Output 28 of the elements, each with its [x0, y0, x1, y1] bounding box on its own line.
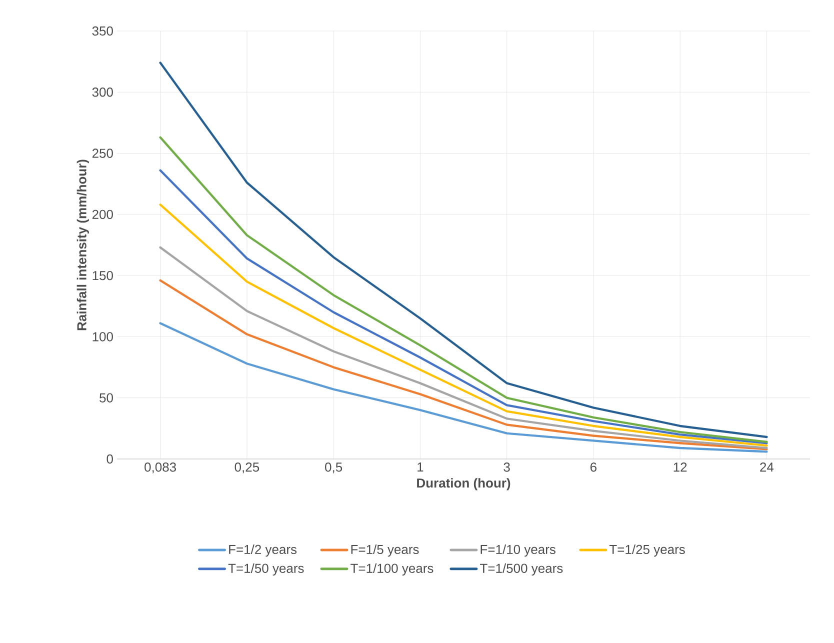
x-tick-label: 0,5	[325, 462, 342, 474]
line-series	[159, 279, 768, 450]
legend-label: F=1/5 years	[351, 544, 419, 557]
y-tick-label: 150	[92, 270, 113, 280]
legend-label: F=1/10 years	[480, 544, 556, 557]
legend-label: T=1/100 years	[350, 563, 434, 576]
x-tick-label: 12	[674, 462, 687, 472]
x-tick-label: 24	[760, 462, 774, 472]
y-tick-label: 100	[92, 332, 113, 342]
y-tick-label: 350	[92, 26, 113, 36]
y-tick-label: 200	[92, 210, 113, 220]
line-series	[159, 246, 768, 450]
legend-label: T=1/25 years	[609, 544, 685, 557]
x-tick-label: 6	[590, 462, 596, 472]
x-tick-label: 3	[504, 462, 510, 472]
x-tick-label: 1	[418, 462, 424, 472]
line-series	[159, 62, 768, 438]
y-axis-title: Rainfall intensity (mm/hour)	[76, 160, 89, 330]
y-tick-label: 250	[92, 148, 113, 158]
y-tick-label: 50	[100, 393, 113, 402]
y-tick-label: 0	[106, 454, 113, 464]
y-tick-label: 300	[92, 88, 113, 97]
legend-label: T=1/500 years	[480, 563, 563, 576]
x-axis-title: Duration (hour)	[417, 478, 510, 490]
legend-label: F=1/2 years	[229, 544, 297, 557]
legend-label: T=1/50 years	[228, 563, 304, 576]
x-tick-label: 0,083	[144, 462, 176, 474]
x-tick-label: 0,25	[234, 462, 260, 474]
